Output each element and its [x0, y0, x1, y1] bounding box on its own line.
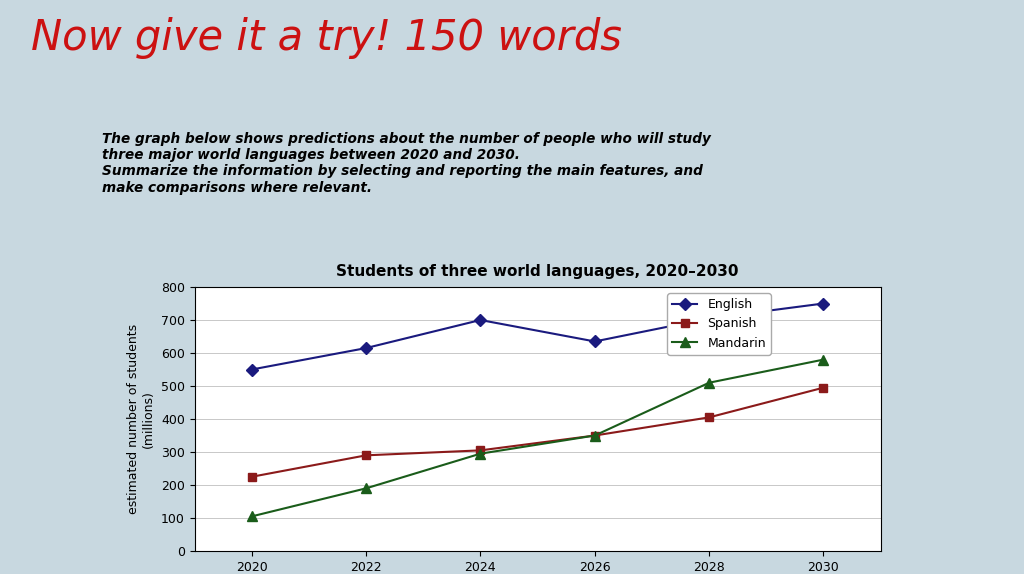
Mandarin	[360, 485, 373, 492]
Spanish	[474, 447, 486, 454]
English	[703, 315, 716, 322]
Text: The graph below shows predictions about the number of people who will study
thre: The graph below shows predictions about …	[102, 132, 712, 195]
English	[474, 317, 486, 324]
Line: Mandarin: Mandarin	[247, 355, 828, 521]
Spanish	[589, 432, 601, 439]
Mandarin	[817, 356, 829, 363]
Text: Now give it a try! 150 words: Now give it a try! 150 words	[31, 17, 622, 59]
Y-axis label: estimated number of students
(millions): estimated number of students (millions)	[127, 324, 156, 514]
English	[817, 300, 829, 307]
Spanish	[817, 384, 829, 391]
Legend: English, Spanish, Mandarin: English, Spanish, Mandarin	[668, 293, 771, 355]
English	[589, 338, 601, 345]
English	[360, 344, 373, 351]
Mandarin	[246, 513, 258, 520]
Spanish	[703, 414, 716, 421]
Line: English: English	[248, 299, 827, 374]
Line: Spanish: Spanish	[248, 383, 827, 481]
Title: Students of three world languages, 2020–2030: Students of three world languages, 2020–…	[336, 264, 739, 279]
Spanish	[360, 452, 373, 459]
English	[246, 366, 258, 373]
Spanish	[246, 474, 258, 480]
Mandarin	[474, 450, 486, 457]
Mandarin	[589, 432, 601, 439]
Mandarin	[703, 379, 716, 386]
